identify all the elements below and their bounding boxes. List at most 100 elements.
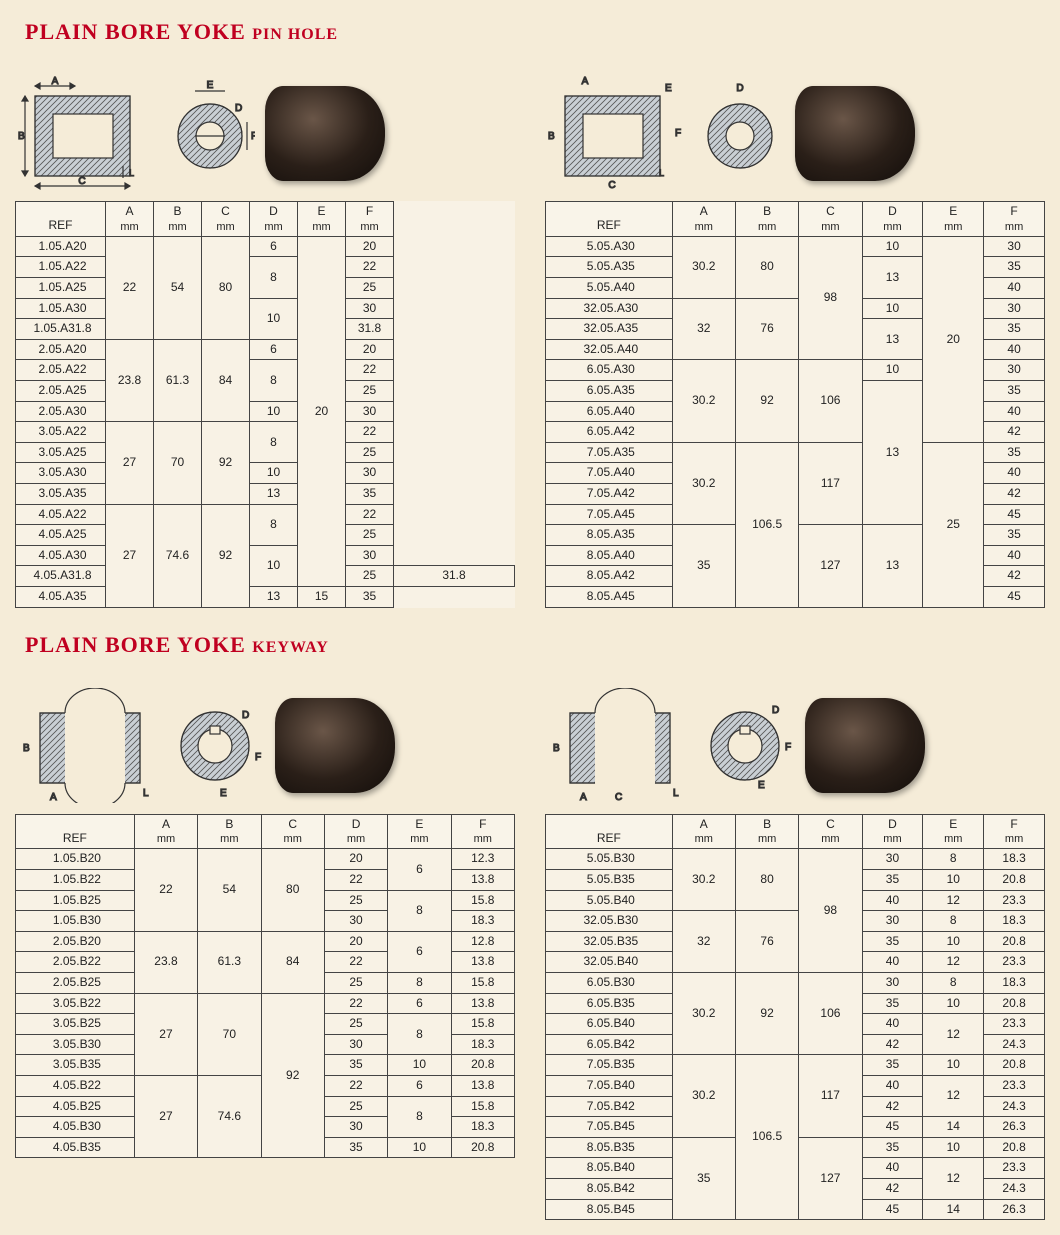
table-row: 5.05.A3030.28098102030: [546, 236, 1045, 257]
diagram-row: B A L D F E: [15, 686, 515, 806]
value-cell: 12: [923, 1158, 984, 1199]
ref-cell: 5.05.B30: [546, 849, 673, 870]
value-cell: 20: [324, 931, 387, 952]
value-cell: 30.2: [672, 849, 735, 911]
yoke-side-diagram-icon: E D F: [165, 76, 255, 191]
value-cell: 10: [250, 401, 298, 422]
value-cell: 30: [984, 298, 1045, 319]
value-cell: 26.3: [984, 1117, 1045, 1138]
col-header: Cmm: [799, 814, 862, 849]
diagram-row: A B C L E D F: [15, 73, 515, 193]
value-cell: 12: [923, 1076, 984, 1117]
ref-cell: 6.05.A30: [546, 360, 673, 381]
value-cell: 20: [346, 236, 394, 257]
value-cell: 35: [672, 525, 735, 607]
value-cell: 27: [106, 504, 154, 607]
value-cell: 106.5: [735, 1055, 798, 1220]
svg-text:A: A: [50, 792, 57, 803]
value-cell: 80: [261, 849, 324, 931]
value-cell: 27: [106, 422, 154, 504]
value-cell: 14: [923, 1199, 984, 1220]
value-cell: 24.3: [984, 1034, 1045, 1055]
value-cell: 76: [735, 911, 798, 973]
value-cell: 45: [984, 586, 1045, 607]
value-cell: 35: [324, 1055, 387, 1076]
value-cell: 10: [388, 1137, 451, 1158]
col-header: Bmm: [735, 814, 798, 849]
ref-cell: 3.05.A35: [16, 484, 106, 505]
value-cell: 42: [862, 1034, 923, 1055]
diagram-row: A B C E F L D: [545, 73, 1045, 193]
svg-text:L: L: [129, 168, 134, 178]
ref-cell: 4.05.B25: [16, 1096, 135, 1117]
value-cell: 13: [862, 381, 923, 525]
value-cell: 18.3: [451, 1117, 514, 1138]
value-cell: 25: [346, 525, 394, 546]
value-cell: 30: [346, 545, 394, 566]
ref-cell: 1.05.A30: [16, 298, 106, 319]
value-cell: 20.8: [451, 1055, 514, 1076]
value-cell: 80: [735, 236, 798, 298]
col-header: Bmm: [198, 814, 261, 849]
value-cell: 25: [923, 442, 984, 607]
col-header: Dmm: [324, 814, 387, 849]
value-cell: 25: [346, 381, 394, 402]
spec-table-keyway-left: REFAmmBmmCmmDmmEmmFmm1.05.B2022548020612…: [15, 814, 515, 1159]
value-cell: 26.3: [984, 1199, 1045, 1220]
value-cell: 10: [923, 931, 984, 952]
value-cell: 23.8: [106, 339, 154, 421]
ref-cell: 1.05.B22: [16, 870, 135, 891]
ref-cell: 7.05.A40: [546, 463, 673, 484]
ref-cell: 6.05.B35: [546, 993, 673, 1014]
value-cell: 80: [202, 236, 250, 339]
value-cell: 30: [346, 463, 394, 484]
value-cell: 45: [862, 1117, 923, 1138]
title-main: PLAIN BORE YOKE: [25, 19, 246, 44]
value-cell: 20: [346, 339, 394, 360]
ref-cell: 3.05.B22: [16, 993, 135, 1014]
value-cell: 35: [984, 319, 1045, 340]
value-cell: 30: [324, 911, 387, 932]
value-cell: 32: [672, 298, 735, 360]
value-cell: 23.3: [984, 1014, 1045, 1035]
ref-cell: 3.05.B25: [16, 1014, 135, 1035]
col-header: Cmm: [261, 814, 324, 849]
svg-text:D: D: [235, 103, 242, 114]
col-header: Cmm: [202, 202, 250, 237]
value-cell: 15.8: [451, 973, 514, 994]
value-cell: 40: [984, 401, 1045, 422]
table-row: 3.05.A351335: [16, 484, 515, 505]
ref-cell: 1.05.B20: [16, 849, 135, 870]
value-cell: 92: [735, 973, 798, 1055]
value-cell: 35: [346, 586, 394, 607]
ref-cell: 3.05.A30: [16, 463, 106, 484]
ref-cell: 32.05.A35: [546, 319, 673, 340]
value-cell: 23.3: [984, 1076, 1045, 1097]
value-cell: 30: [862, 911, 923, 932]
yoke-photo-icon: [795, 86, 915, 181]
value-cell: 30: [984, 360, 1045, 381]
col-header: Fmm: [984, 202, 1045, 237]
value-cell: 8: [250, 422, 298, 463]
svg-text:F: F: [675, 128, 681, 139]
value-cell: 10: [923, 993, 984, 1014]
svg-text:D: D: [772, 705, 779, 716]
col-header: REF: [546, 814, 673, 849]
value-cell: 106.5: [735, 442, 798, 607]
value-cell: 92: [202, 504, 250, 607]
value-cell: 40: [862, 890, 923, 911]
value-cell: 22: [324, 993, 387, 1014]
value-cell: 35: [984, 442, 1045, 463]
svg-text:A: A: [582, 76, 589, 87]
title-main: PLAIN BORE YOKE: [25, 632, 246, 657]
value-cell: 84: [202, 339, 250, 421]
ref-cell: 6.05.B42: [546, 1034, 673, 1055]
table-row: 2.05.A2023.861.384620: [16, 339, 515, 360]
section-title-pinhole: PLAIN BORE YOKE PIN HOLE: [25, 19, 1045, 45]
value-cell: 30.2: [672, 442, 735, 524]
table-row: 1.05.A301030: [16, 298, 515, 319]
value-cell: 106: [799, 360, 862, 442]
ref-cell: 5.05.A35: [546, 257, 673, 278]
value-cell: 13.8: [451, 870, 514, 891]
value-cell: 74.6: [198, 1076, 261, 1158]
